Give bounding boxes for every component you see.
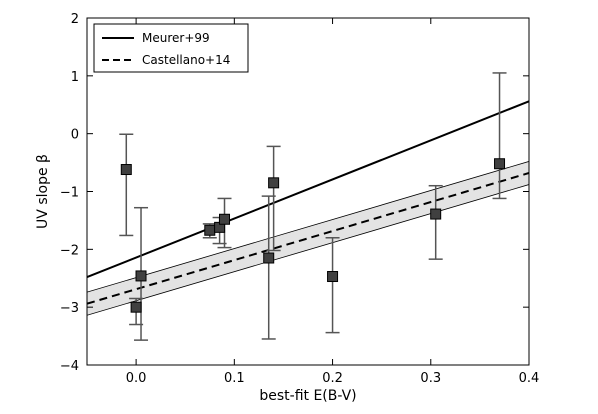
y-tick-label: −2	[60, 243, 79, 258]
data-point-0	[120, 164, 132, 176]
legend: Meurer+99 Castellano+14	[93, 23, 249, 73]
data-point-10	[494, 158, 506, 170]
axes: 0.0 0.1 0.2 0.3 0.4 −4 −3 −2 −1 0 1 2 best-fit E(B-V…	[35, 12, 539, 404]
y-tick-label: 1	[71, 70, 79, 85]
band-lower-edge	[87, 184, 529, 316]
data-point-9	[430, 208, 442, 220]
plot-content	[87, 72, 529, 341]
legend-box	[93, 23, 249, 73]
data-point-2	[135, 270, 147, 282]
y-tick-label: −1	[60, 186, 79, 201]
data-point-7	[268, 177, 280, 189]
uncertainty-band	[87, 161, 529, 316]
y-tick-label: −4	[60, 359, 79, 374]
x-axis-label: best-fit E(B-V)	[259, 388, 356, 404]
data-point-6	[263, 252, 275, 264]
series-line-1	[87, 172, 529, 305]
x-tick-label: 0.2	[322, 371, 343, 386]
x-tick-label: 0.0	[126, 371, 147, 386]
plot-area	[87, 72, 529, 341]
legend-entry: Meurer+99	[142, 31, 210, 45]
y-tick-label: 0	[71, 128, 79, 143]
y-tick-label: 2	[71, 12, 79, 27]
series-line-0	[87, 100, 529, 279]
x-tick-label: 0.4	[519, 371, 540, 386]
data-point-8	[327, 271, 339, 283]
y-tick-label: −3	[60, 301, 79, 316]
data-point-3	[204, 224, 216, 236]
data-point-5	[219, 213, 231, 225]
y-axis-label: UV slope β	[35, 154, 51, 229]
data-point-1	[130, 301, 142, 313]
legend-entry: Castellano+14	[142, 53, 230, 67]
band-upper-edge	[87, 161, 529, 293]
x-tick-label: 0.1	[224, 371, 245, 386]
x-tick-label: 0.3	[420, 371, 441, 386]
